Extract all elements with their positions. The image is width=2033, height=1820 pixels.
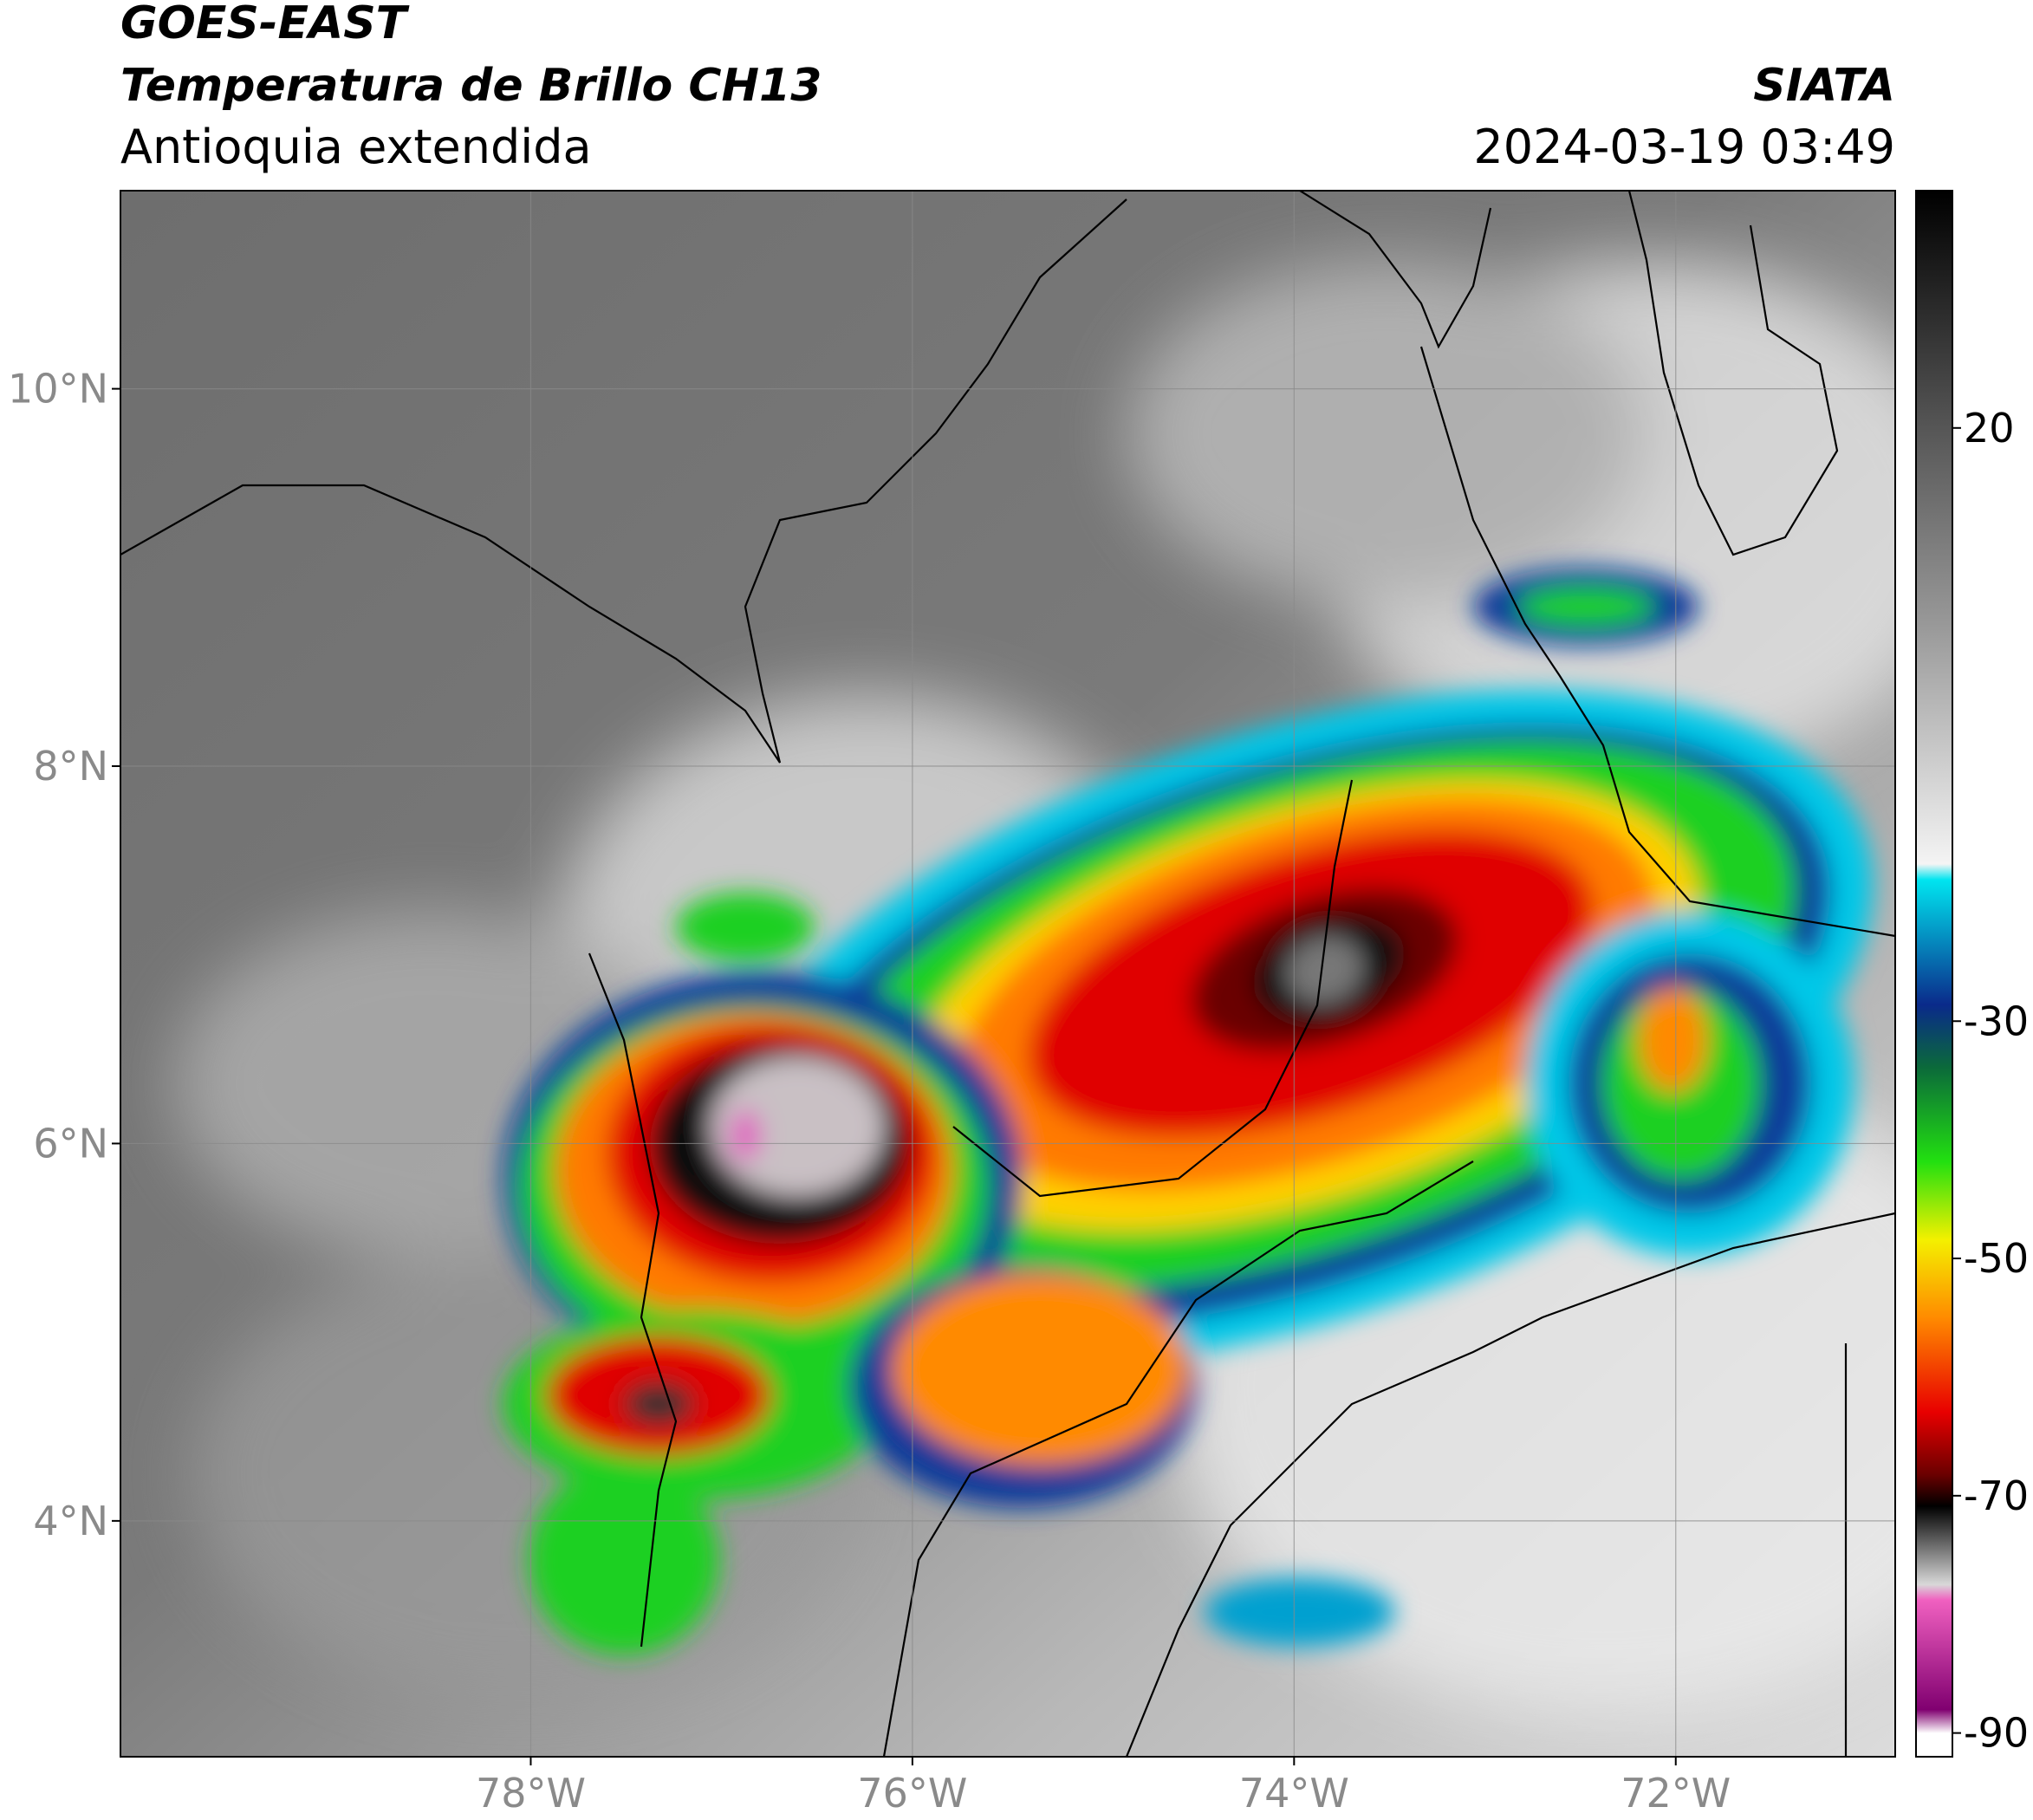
datetime: 2024-03-19 03:49 bbox=[1473, 120, 1895, 174]
x-tick-label: 74°W bbox=[1239, 1770, 1349, 1817]
satellite-image bbox=[120, 191, 1895, 1757]
colorbar-tick-label: -50 bbox=[1964, 1235, 2029, 1282]
y-tick-label: 10°N bbox=[8, 366, 108, 413]
colorbar bbox=[1915, 190, 1953, 1758]
y-tick-label: 8°N bbox=[33, 743, 108, 790]
colorbar-tick-label: 20 bbox=[1964, 405, 2015, 452]
x-tick-label: 72°W bbox=[1621, 1770, 1731, 1817]
x-tick-label: 76°W bbox=[857, 1770, 967, 1817]
colorbar-tick-label: -90 bbox=[1964, 1710, 2029, 1757]
x-tick-label: 78°W bbox=[476, 1770, 586, 1817]
map-frame bbox=[120, 190, 1896, 1758]
y-tick-label: 4°N bbox=[33, 1498, 108, 1544]
y-tick-label: 6°N bbox=[33, 1120, 108, 1167]
colorbar-tick-label: -30 bbox=[1964, 998, 2029, 1044]
colorbar-tick-label: -70 bbox=[1964, 1472, 2029, 1519]
region: Antioquia extendida bbox=[120, 120, 592, 174]
source: SIATA bbox=[1753, 60, 1895, 112]
subtitle: Temperatura de Brillo CH13 bbox=[120, 60, 822, 112]
title: GOES-EAST bbox=[120, 0, 410, 49]
borders bbox=[120, 191, 1895, 1757]
